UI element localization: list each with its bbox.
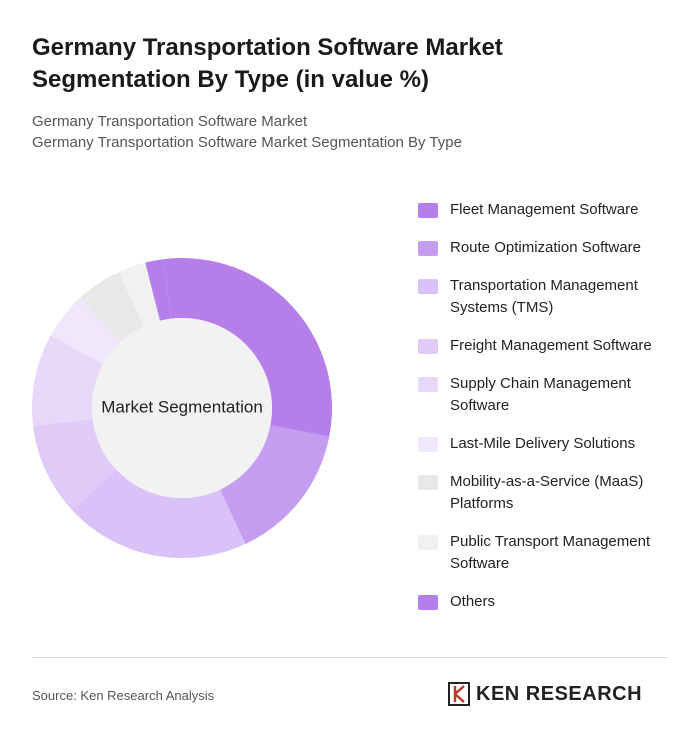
legend-item: Others [418, 591, 668, 613]
legend-label: Route Optimization Software [450, 239, 641, 256]
legend-item: Transportation Management Systems (TMS) [418, 275, 668, 319]
legend-swatch [418, 475, 438, 490]
legend-swatch [418, 377, 438, 392]
legend-item: Route Optimization Software [418, 237, 668, 259]
legend-item: Last-Mile Delivery Solutions [418, 433, 668, 455]
legend-item: Freight Management Software [418, 335, 668, 357]
legend-item: Supply Chain Management Software [418, 373, 668, 417]
legend: Fleet Management Software Route Optimizat… [418, 199, 668, 613]
legend-item: Fleet Management Software [418, 199, 668, 221]
donut-slice [79, 272, 144, 343]
legend-label: Freight Management Software [450, 337, 652, 354]
logo-icon [448, 682, 470, 706]
legend-label: Transportation Management Systems (TMS) [450, 277, 638, 316]
chart-title: Germany Transportation Software Market S… [32, 34, 503, 93]
legend-label: Others [450, 593, 496, 610]
legend-item: Public Transport Management Software [418, 531, 668, 575]
legend-item: Mobility-as-a-Service (MaaS) Platforms [418, 471, 668, 515]
donut-slice [145, 259, 172, 321]
source: Source: Ken Research Analysis [32, 688, 215, 703]
brand-logo: KEN RESEARCH [448, 682, 642, 706]
donut-slice [220, 425, 330, 544]
legend-swatch [418, 241, 438, 256]
legend-label: Public Transport Management Software [450, 533, 651, 572]
legend-swatch [418, 437, 438, 452]
donut-hole [92, 318, 272, 498]
legend-swatch [418, 279, 438, 294]
donut-slice [32, 335, 104, 427]
legend-label: Supply Chain Management Software [450, 375, 631, 414]
legend-swatch [418, 535, 438, 550]
center-label: Market Segmentation [101, 397, 263, 416]
legend-swatch [418, 595, 438, 610]
legend-label: Fleet Management Software [450, 201, 639, 218]
divider [32, 657, 668, 658]
donut-chart: Market Segmentation [32, 258, 332, 558]
donut-slice [72, 469, 246, 558]
donut-slice [163, 258, 332, 437]
brand-name: KEN RESEARCH [476, 682, 643, 705]
donut-slice [33, 418, 117, 511]
subtitle: Germany Transportation Software Market S… [32, 134, 462, 151]
legend-label: Last-Mile Delivery Solutions [450, 435, 636, 452]
donut-slice [50, 298, 121, 365]
legend-swatch [418, 339, 438, 354]
legend-swatch [418, 203, 438, 218]
subtitle: Germany Transportation Software Market [32, 113, 308, 130]
legend-label: Mobility-as-a-Service (MaaS) Platforms [450, 473, 644, 512]
donut-slice [118, 262, 160, 327]
